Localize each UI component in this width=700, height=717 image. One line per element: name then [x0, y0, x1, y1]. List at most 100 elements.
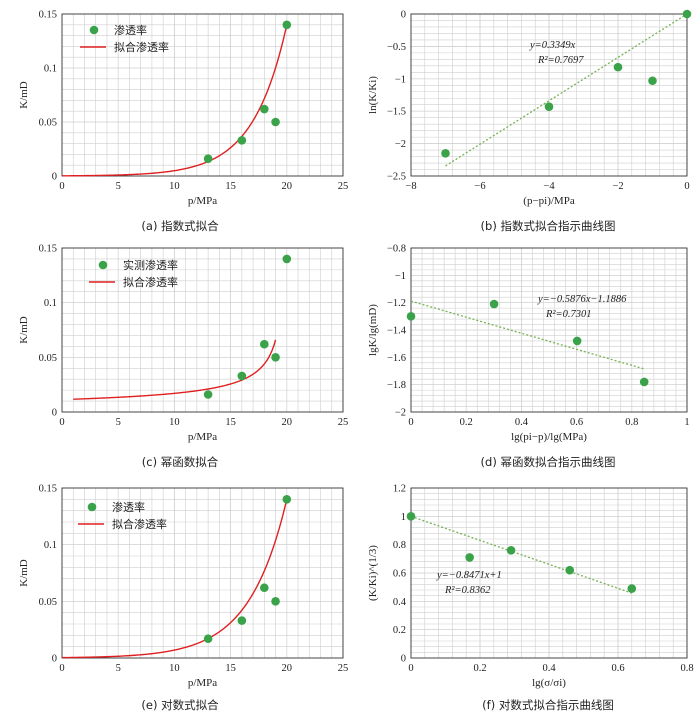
- panel-caption: (c) 幂函数拟合: [142, 455, 219, 469]
- y-tick-label: 0: [401, 10, 406, 21]
- x-tick-label: 0.6: [611, 663, 624, 674]
- x-tick-label: 0: [408, 417, 413, 428]
- data-point: [203, 154, 213, 164]
- fit-curve: [61, 24, 288, 177]
- x-tick-label: 5: [116, 181, 121, 192]
- data-point: [406, 312, 416, 321]
- y-tick-label: −1.6: [387, 353, 406, 364]
- x-tick-label: 20: [282, 181, 293, 192]
- data-point: [465, 553, 474, 562]
- legend-label-points: 渗透率: [114, 23, 147, 37]
- x-axis-title: (p−pi)/MPa: [523, 195, 575, 207]
- data-point: [237, 371, 247, 381]
- r-squared-label: R²=0.7301: [545, 309, 592, 320]
- panel-caption: (d) 幂函数拟合指示曲线图: [481, 455, 616, 469]
- grid: [410, 13, 688, 177]
- y-tick-label: −1.8: [387, 380, 406, 391]
- data-point: [682, 9, 692, 19]
- data-point: [237, 136, 247, 145]
- x-tick-label: 15: [225, 181, 236, 192]
- x-tick-label: 0.8: [625, 417, 638, 428]
- y-axis-title: lgK/lg(mD): [367, 304, 379, 356]
- panel-b-exponential-indicator: −8 −6 −4 −2 0 −2.5 −2 −1.5 −1 −0.5 0 (p−pi)/MPa ln(K…: [367, 9, 692, 233]
- y-tick-label: 1: [401, 512, 406, 523]
- y-tick-label: −2.5: [387, 172, 406, 183]
- x-tick-label: 20: [282, 417, 293, 428]
- x-tick-label: 0.6: [570, 417, 583, 428]
- y-tick-label: 0.15: [39, 10, 57, 21]
- plot-frame: [410, 247, 688, 413]
- x-tick-label: 5: [116, 417, 121, 428]
- y-tick-label: 0.1: [44, 540, 57, 551]
- data-point: [506, 546, 516, 555]
- x-tick-label: 0: [408, 663, 413, 674]
- legend-point-icon: [89, 25, 99, 35]
- legend-label-fit: 拟合渗透率: [114, 40, 169, 54]
- data-point: [260, 104, 269, 114]
- y-tick-label: 0.1: [44, 298, 57, 309]
- data-point: [565, 565, 574, 575]
- equation-label: y=−0.8471x+1: [436, 570, 502, 581]
- y-tick-label: −1: [395, 74, 406, 85]
- legend-label-fit: 拟合渗透率: [123, 275, 178, 289]
- r-squared-label: R²=0.8362: [444, 585, 491, 596]
- data-point: [639, 377, 649, 387]
- panel-d-power-indicator: 0 0.2 0.4 0.6 0.8 1 −2 −1.8 −1.6 −1.4 −1.2 −1 −0.8 lg…: [367, 244, 690, 470]
- x-axis-title: lg(σ/σi): [532, 677, 566, 689]
- y-tick-label: 0.4: [393, 597, 407, 608]
- x-tick-label: 0: [684, 181, 689, 192]
- x-tick-label: 0: [59, 417, 64, 428]
- x-tick-label: 10: [169, 181, 180, 192]
- y-tick-label: 0.05: [39, 118, 57, 129]
- x-tick-label: 15: [225, 417, 236, 428]
- data-point: [282, 495, 292, 504]
- grid: [61, 487, 344, 659]
- y-axis-title: K/mD: [18, 316, 30, 344]
- y-tick-label: 0: [52, 172, 57, 183]
- panel-caption: (b) 指数式拟合指示曲线图: [481, 219, 616, 233]
- panel-caption: (e) 对数式拟合: [141, 698, 219, 712]
- legend-point-icon: [98, 260, 108, 270]
- data-point: [406, 512, 416, 521]
- trend-line: [445, 13, 688, 167]
- y-tick-label: 0.6: [393, 569, 406, 580]
- y-tick-label: −0.8: [387, 244, 406, 255]
- y-tick-label: 0.05: [39, 353, 57, 364]
- y-tick-label: 0.2: [393, 625, 406, 636]
- x-tick-label: 10: [169, 663, 180, 674]
- data-point: [203, 390, 213, 399]
- x-tick-label: 0: [59, 181, 64, 192]
- data-point: [271, 353, 280, 362]
- y-axis-title: ln(K/Ki): [367, 76, 379, 114]
- y-tick-label: 0.15: [39, 484, 57, 495]
- trend-line: [410, 300, 645, 370]
- panel-caption: (a) 指数式拟合: [141, 219, 219, 233]
- panel-caption: (f) 对数式拟合指示曲线图: [482, 698, 614, 712]
- y-tick-label: 0: [52, 654, 57, 665]
- data-point: [282, 254, 292, 264]
- data-point: [271, 597, 280, 606]
- x-axis-title: p/MPa: [188, 677, 217, 689]
- x-tick-label: −4: [543, 181, 555, 192]
- plot-frame: [410, 487, 688, 659]
- data-point: [441, 149, 450, 158]
- legend-label-points: 渗透率: [112, 500, 145, 514]
- y-axis-title: (K/Ki)^(1/3): [367, 545, 379, 601]
- plot-frame: [61, 247, 344, 413]
- data-point: [544, 102, 554, 111]
- y-tick-label: −1.2: [387, 298, 406, 309]
- data-point: [613, 62, 623, 72]
- y-tick-label: −2: [395, 139, 406, 150]
- y-tick-label: −0.5: [387, 42, 406, 53]
- data-point: [627, 584, 637, 593]
- legend-label-points: 实测渗透率: [123, 258, 178, 272]
- y-tick-label: 0.1: [44, 64, 57, 75]
- panel-c-power-fit: 0 5 10 15 20 25 0 0.05 0.1 0.15 p/MPa K/mD 实测渗透率拟合渗透…: [18, 244, 348, 470]
- y-tick-label: 0.05: [39, 597, 57, 608]
- equation-label: y=−0.5876x−1.1886: [537, 294, 627, 305]
- data-point: [260, 583, 269, 593]
- data-point: [489, 299, 499, 309]
